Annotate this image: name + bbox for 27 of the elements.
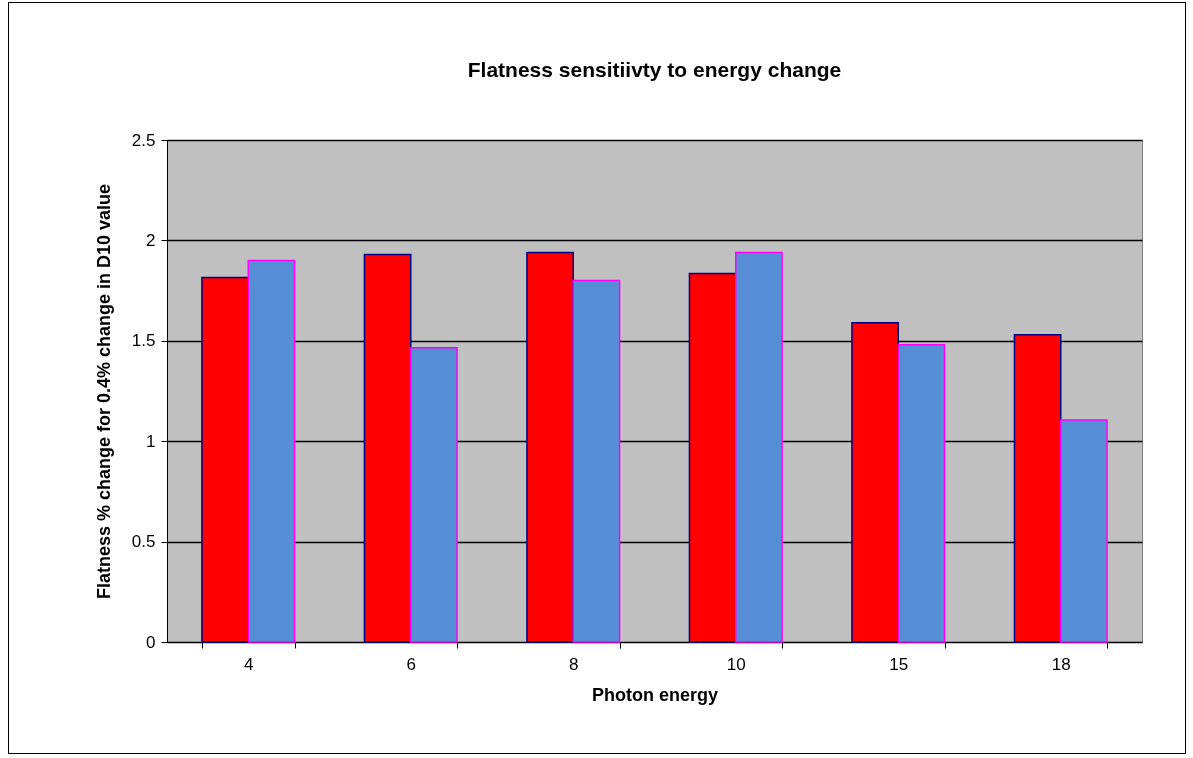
y-tick-label: 2.5 [131,130,156,150]
y-tick-label: 2 [146,230,156,250]
y-tick-label: 1.5 [131,331,156,351]
y-tick-label: 1 [146,431,156,451]
x-tick-label: 8 [569,654,579,674]
x-tick-label: 4 [244,654,254,674]
bar [363,253,412,643]
bar [1013,334,1062,643]
bar [1060,419,1108,643]
y-tick-label: 0 [146,632,156,652]
y-axis-title: Flatness % change for 0.4% change in D10 value [93,183,114,600]
bar [897,344,946,643]
bar [410,347,458,643]
x-tick-label: 10 [726,654,746,674]
x-tick-label: 18 [1051,654,1071,674]
x-tick-label: 6 [406,654,416,674]
bar [526,251,574,643]
bar [247,259,296,643]
bar [572,279,621,643]
x-axis-title: Photon energy [591,684,719,705]
bar [688,272,737,643]
bar [851,321,899,643]
bar [201,276,249,643]
x-tick-label: 15 [889,654,909,674]
y-tick-label: 0.5 [131,532,156,552]
chart-title: Flatness sensitiivty to energy change [467,58,842,81]
bar [735,251,783,643]
